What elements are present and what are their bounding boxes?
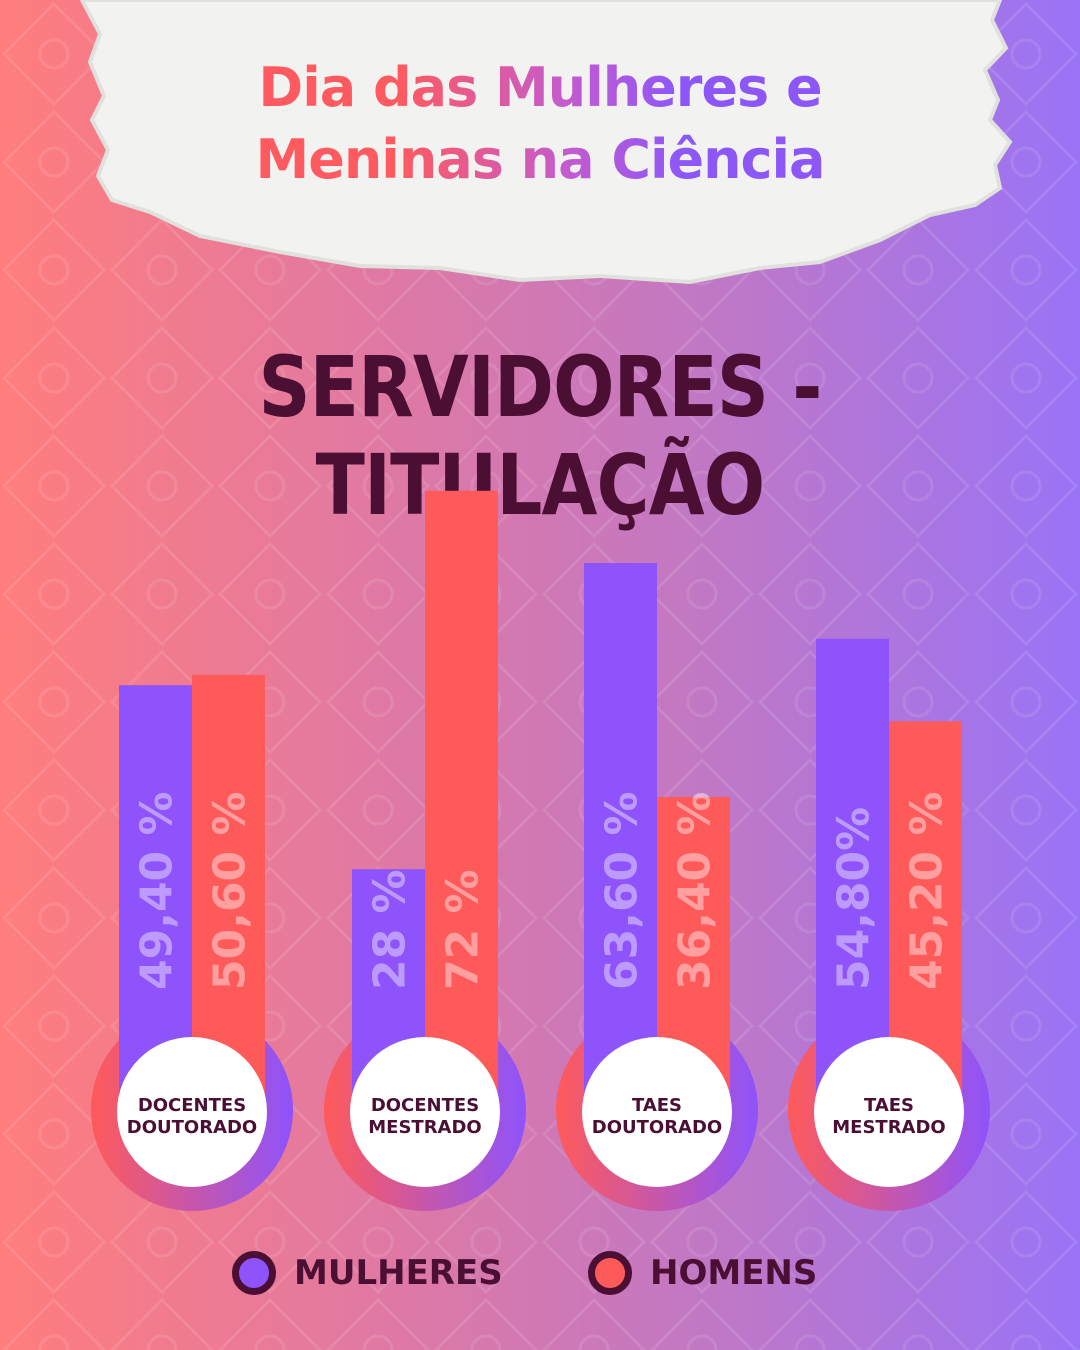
bar-mulheres bbox=[584, 563, 657, 1110]
bar-value-label: 28 % bbox=[365, 869, 416, 990]
legend-item-homens: HOMENS bbox=[588, 1243, 817, 1303]
bar-homens bbox=[425, 490, 498, 1110]
category-label: TAES bbox=[864, 1095, 914, 1116]
legend-item-mulheres: MULHERES bbox=[232, 1243, 503, 1303]
category-label: DOCENTES bbox=[371, 1095, 479, 1116]
category-label: DOUTORADO bbox=[592, 1117, 722, 1138]
bar-value-label: 50,60 % bbox=[205, 791, 256, 990]
category-label: TAES bbox=[632, 1095, 682, 1116]
bar-value-label: 45,20 % bbox=[902, 791, 953, 990]
headline-line2: Meninas na Ciência bbox=[255, 128, 826, 191]
bar-mulheres bbox=[816, 638, 889, 1110]
category-badge bbox=[117, 1037, 267, 1187]
torn-paper-banner bbox=[79, 0, 1013, 285]
bar-value-label: 63,60 % bbox=[597, 791, 648, 990]
bar-value-label: 49,40 % bbox=[132, 791, 183, 990]
bar-value-label: 54,80% bbox=[829, 807, 880, 990]
category-badge bbox=[814, 1037, 964, 1187]
legend-label-mulheres: MULHERES bbox=[294, 1253, 503, 1293]
bar-homens bbox=[192, 674, 265, 1110]
category-badge bbox=[350, 1037, 500, 1187]
chart-title: SERVIDORES - TITULAÇÃO bbox=[258, 338, 822, 534]
bar-value-label: 36,40 % bbox=[670, 791, 721, 990]
bar-value-label: 72 % bbox=[438, 869, 489, 990]
legend-swatch-homens bbox=[588, 1251, 632, 1295]
category-label: DOUTORADO bbox=[127, 1117, 257, 1138]
legend-swatch-mulheres bbox=[232, 1251, 276, 1295]
headline-line1: Dia das Mulheres e bbox=[258, 56, 822, 119]
category-label: MESTRADO bbox=[832, 1117, 945, 1138]
category-label: MESTRADO bbox=[368, 1117, 481, 1138]
legend-label-homens: HOMENS bbox=[650, 1253, 818, 1293]
category-badge bbox=[582, 1037, 732, 1187]
category-label: DOCENTES bbox=[138, 1095, 246, 1116]
headline: Dia das Mulheres e Meninas na Ciência bbox=[0, 52, 1080, 196]
